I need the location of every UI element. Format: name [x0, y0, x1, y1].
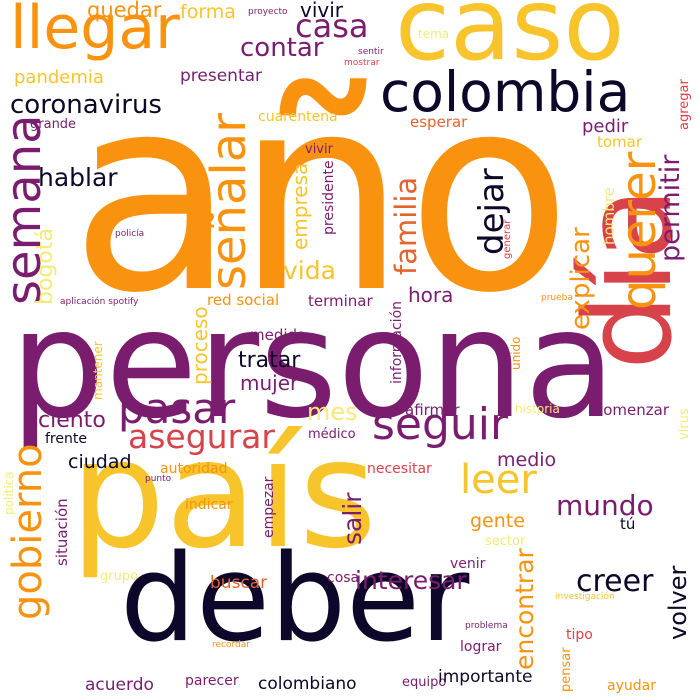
word-situación: situación	[53, 498, 71, 566]
word-colombiano: colombiano	[258, 674, 357, 694]
word-colombia: colombia	[380, 60, 631, 124]
word-afirmar: afirmar	[405, 401, 460, 419]
word-mujer: mujer	[240, 371, 299, 395]
word-tomar: tomar	[597, 133, 643, 151]
word-vida: vida	[283, 256, 336, 285]
word-generar: generar	[502, 219, 513, 259]
word-política: política	[2, 471, 16, 515]
word-pasar: pasar	[118, 384, 236, 433]
word-explicar: explicar	[566, 227, 596, 330]
word-virus: virus	[677, 408, 692, 440]
word-lograr: lograr	[460, 639, 502, 655]
word-red-social: red social	[207, 291, 280, 309]
word-contar: contar	[240, 33, 324, 63]
word-recordar: recordar	[212, 640, 250, 650]
word-policía: policía	[115, 229, 145, 239]
word-empresa: empresa	[288, 162, 312, 250]
word-ciento: ciento	[38, 408, 106, 433]
word-vivir: vivir	[305, 142, 333, 157]
word-presidente: presidente	[321, 160, 337, 235]
word-cuarentena: cuarentena	[258, 109, 338, 125]
word-aplicación-spotify: aplicación spotify	[60, 297, 139, 307]
word-parecer: parecer	[185, 673, 239, 689]
word-esperar: esperar	[410, 113, 468, 131]
word-salir: salir	[338, 492, 367, 545]
word-proceso: proceso	[188, 306, 212, 385]
word-unido: unido	[509, 336, 523, 370]
word-año: año	[70, 37, 572, 352]
word-vivir: vivir	[300, 0, 344, 22]
word-señalar: señalar	[201, 113, 257, 290]
word-sector: sector	[485, 534, 526, 549]
word-importante: importante	[438, 667, 533, 687]
word-autoridad: autoridad	[160, 461, 228, 477]
word-pandemia: pandemia	[14, 67, 104, 88]
word-medida: medida	[250, 326, 307, 344]
word-caso: caso	[395, 0, 625, 83]
word-tú: tú	[620, 515, 636, 533]
word-gobierno: gobierno	[5, 443, 51, 620]
word-quedar: quedar	[87, 0, 162, 22]
word-hombre: hombre	[600, 187, 618, 245]
word-buscar: buscar	[210, 573, 268, 593]
word-hablar: hablar	[38, 163, 118, 192]
word-leer: leer	[460, 457, 537, 503]
word-encontrar: encontrar	[510, 548, 539, 670]
word-hora: hora	[408, 283, 454, 307]
word-tipo: tipo	[566, 627, 593, 643]
word-información: información	[389, 300, 405, 384]
word-pedir: pedir	[582, 116, 629, 137]
word-grande: grande	[30, 117, 77, 132]
word-volver: volver	[664, 565, 692, 640]
word-comenzar: comenzar	[595, 401, 670, 419]
word-sentir: sentir	[358, 47, 384, 57]
word-gente: gente	[470, 510, 525, 532]
word-necesitar: necesitar	[367, 461, 432, 477]
word-asegurar: asegurar	[128, 417, 275, 456]
word-problema: problema	[465, 621, 508, 631]
word-creer: creer	[576, 564, 654, 599]
word-tema: tema	[418, 27, 450, 41]
word-punto: punto	[145, 474, 172, 484]
word-cosa: cosa	[327, 570, 360, 586]
word-equipo: equipo	[402, 675, 447, 690]
word-tratar: tratar	[238, 348, 301, 373]
word-medio: medio	[497, 449, 557, 471]
word-familia: familia	[389, 176, 423, 275]
word-deber: deber	[120, 530, 470, 669]
word-mostrar: mostrar	[344, 58, 380, 68]
word-terminar: terminar	[308, 292, 373, 310]
word-historia: historia	[515, 402, 560, 416]
word-país: país	[70, 408, 377, 582]
word-grupo: grupo	[100, 569, 139, 584]
word-prueba: prueba	[541, 293, 573, 303]
word-interesar: interesar	[355, 566, 467, 595]
word-bogotá: bogotá	[33, 228, 58, 305]
word-persona: persona	[10, 278, 617, 452]
word-venir: venir	[450, 556, 486, 572]
word-médico: médico	[308, 427, 356, 442]
word-indicar: indicar	[185, 497, 233, 513]
word-mantener: mantener	[91, 341, 105, 400]
word-frente: frente	[45, 431, 87, 447]
word-pensar: pensar	[559, 647, 574, 692]
word-permitir: permitir	[655, 154, 686, 262]
word-llegar: llegar	[10, 0, 180, 63]
word-mundo: mundo	[556, 489, 654, 522]
word-proyecto: proyecto	[248, 7, 288, 17]
word-coronavirus: coronavirus	[10, 90, 162, 120]
word-acuerdo: acuerdo	[85, 675, 154, 695]
word-empezar: empezar	[261, 476, 277, 538]
word-investigación: investigación	[555, 592, 615, 602]
word-presentar: presentar	[180, 66, 263, 86]
word-forma: forma	[180, 1, 236, 23]
word-ciudad: ciudad	[68, 451, 132, 473]
word-agregar: agregar	[677, 79, 692, 130]
word-seguir: seguir	[372, 399, 509, 450]
word-casa: casa	[295, 7, 369, 45]
word-ayudar: ayudar	[607, 678, 656, 694]
word-mes: mes	[307, 398, 358, 426]
